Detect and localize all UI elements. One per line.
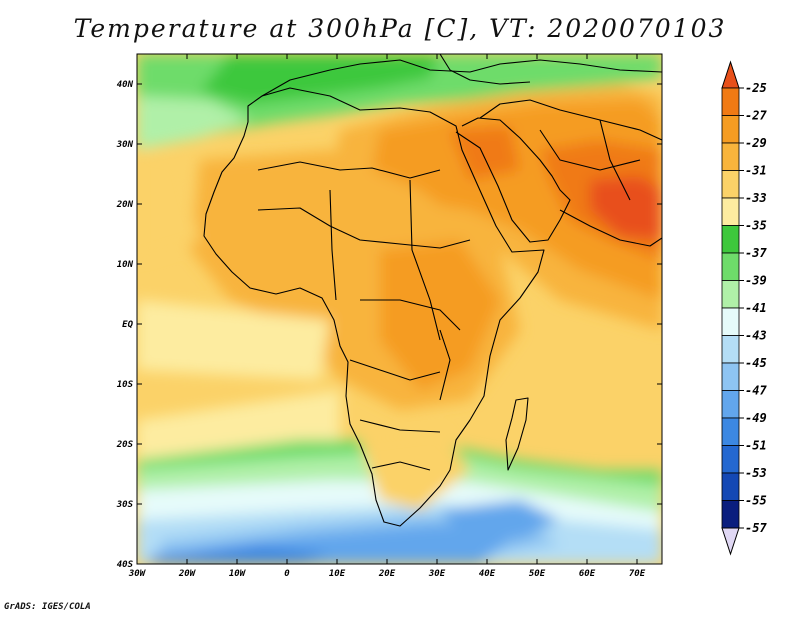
- colorbar-swatch: [721, 335, 740, 364]
- lon-tick-label: 70E: [629, 569, 646, 579]
- colorbar-swatch: [721, 417, 740, 446]
- lon-tick-label: 60E: [579, 569, 596, 579]
- lat-tick-label: EQ: [122, 320, 133, 330]
- colorbar-label: -55: [745, 494, 767, 508]
- colorbar-label: -29: [745, 136, 767, 150]
- colorbar-label: -37: [745, 246, 767, 260]
- colorbar-swatch: [721, 252, 740, 281]
- colorbar-label: -43: [745, 329, 767, 343]
- lon-tick-label: 10E: [329, 569, 346, 579]
- colorbar-label: -47: [745, 384, 767, 398]
- map-title: Temperature at 300hPa [C], VT: 202007010…: [73, 14, 727, 43]
- colorbar-swatch: [721, 142, 740, 171]
- colorbar-label: -53: [745, 466, 767, 480]
- lon-tick-label: 50E: [529, 569, 546, 579]
- temperature-field: [137, 54, 662, 564]
- footer-credit: GrADS: IGES/COLA: [4, 602, 91, 612]
- lat-tick-label: 40S: [117, 560, 134, 570]
- colorbar-label: -25: [745, 81, 767, 95]
- longitude-axis: 30W 20W 10W 0 10E 20E 30E 40E 50E 60E 70E: [128, 54, 646, 579]
- coastlines: [203, 54, 662, 527]
- lat-tick-label: 30S: [116, 500, 134, 510]
- colorbar-label: -49: [745, 411, 767, 425]
- colorbar-swatch: [721, 500, 740, 529]
- colorbar-swatch: [721, 225, 740, 254]
- lat-tick-label: 40N: [117, 80, 134, 90]
- colorbar-label: -31: [745, 164, 767, 178]
- colorbar-swatch: [721, 472, 740, 501]
- lon-tick-label: 40E: [479, 569, 496, 579]
- colorbar-label: -41: [745, 301, 767, 315]
- colorbar-bottom-triangle: [721, 527, 740, 556]
- colorbar-label: -45: [745, 356, 767, 370]
- colorbar-swatch: [721, 170, 740, 199]
- lon-tick-label: 20W: [178, 569, 197, 579]
- colorbar-swatch: [721, 390, 740, 419]
- colorbar-swatch: [721, 115, 740, 144]
- colorbar-label: -33: [745, 191, 767, 205]
- lon-tick-label: 30E: [428, 569, 446, 579]
- colorbar-swatch: [721, 87, 740, 116]
- lon-tick-label: 20E: [378, 569, 396, 579]
- lat-tick-label: 30N: [116, 140, 134, 150]
- colorbar-swatch: [721, 307, 740, 336]
- colorbar-swatch: [721, 280, 740, 309]
- colorbar-label: -57: [745, 521, 767, 535]
- lat-tick-label: 20N: [116, 200, 134, 210]
- colorbar-top-triangle: [721, 60, 740, 89]
- lat-tick-label: 10S: [117, 380, 134, 390]
- lon-tick-label: 10W: [229, 569, 247, 579]
- colorbar-label: -39: [745, 274, 767, 288]
- colorbar-swatch: [721, 445, 740, 474]
- colorbar: -25 -27 -29 -31 -33 -35 -37 -39 -41 -43 -45 -47 -49 -…: [721, 60, 767, 556]
- lon-tick-label: 30W: [128, 569, 147, 579]
- colorbar-swatch: [721, 197, 740, 226]
- lat-tick-label: 20S: [116, 440, 134, 450]
- lon-tick-label: 0: [284, 569, 290, 579]
- colorbar-label: -27: [745, 109, 767, 123]
- colorbar-swatch: [721, 362, 740, 391]
- lat-tick-label: 10N: [117, 260, 134, 270]
- colorbar-label: -35: [745, 219, 767, 233]
- latitude-axis: 40N 30N 20N 10N EQ 10S 20S 30S 40S: [116, 80, 662, 570]
- map-frame: [136, 53, 663, 565]
- colorbar-label: -51: [745, 439, 767, 453]
- temperature-map: 40N 30N 20N 10N EQ 10S 20S 30S 40S 30W 20W 10W 0 10E…: [116, 53, 767, 579]
